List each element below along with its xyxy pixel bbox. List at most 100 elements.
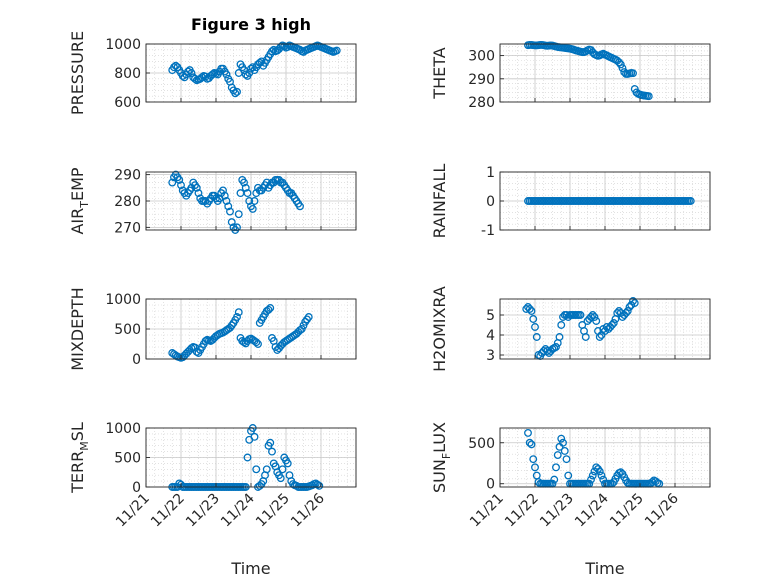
- data-point: [184, 67, 192, 76]
- y-axis-label: MIXDEPTH: [68, 287, 87, 370]
- panel-5: 0 500 1000 MIXDEPTH: [68, 287, 357, 371]
- y-tick-label: 500: [468, 436, 495, 452]
- data-point: [254, 340, 262, 348]
- data-point: [597, 471, 606, 480]
- data-point: [315, 481, 324, 490]
- data-point: [296, 202, 304, 211]
- data-point: [648, 478, 657, 487]
- data-point: [615, 58, 623, 67]
- y-axis-label: SUNFLUX: [430, 422, 453, 493]
- data-point: [543, 347, 552, 355]
- data-point: [268, 447, 276, 456]
- data-point: [557, 321, 566, 329]
- y-axis-label: RAINFALL: [430, 164, 449, 239]
- data-point: [222, 70, 231, 79]
- x-tick-label: 11/23: [537, 491, 577, 531]
- data-point: [252, 465, 261, 474]
- data-point: [194, 189, 203, 198]
- data-point: [178, 71, 187, 80]
- y-tick-label: 270: [114, 220, 141, 236]
- data-point: [266, 438, 275, 447]
- data-point: [332, 46, 341, 55]
- data-point: [241, 70, 250, 79]
- data-point: [564, 471, 573, 480]
- data-point: [224, 202, 233, 211]
- data-point: [576, 311, 585, 319]
- y-tick-label: 500: [114, 451, 141, 467]
- data-point: [622, 309, 630, 317]
- x-tick-label: 11/24: [218, 490, 258, 530]
- data-point: [581, 333, 590, 341]
- data-point: [550, 475, 559, 484]
- data-point: [231, 89, 240, 98]
- data-point: [529, 455, 538, 464]
- data-point: [590, 313, 599, 321]
- data-point: [187, 69, 196, 77]
- data-point: [531, 323, 539, 331]
- y-tick-label: 280: [468, 95, 495, 111]
- data-point: [630, 299, 639, 307]
- data-point: [262, 465, 271, 474]
- data-point: [595, 467, 604, 476]
- data-point: [588, 311, 597, 319]
- x-axis-label: Time: [230, 559, 270, 578]
- data-point: [529, 315, 538, 323]
- data-point: [266, 304, 275, 312]
- y-tick-label: 0: [132, 352, 141, 368]
- data-point: [250, 197, 259, 205]
- data-point: [268, 47, 276, 56]
- y-axis-label: TERRMSL: [68, 422, 91, 494]
- data-point: [248, 204, 257, 213]
- x-tick-label: 11/25: [253, 491, 293, 531]
- data-point: [525, 438, 534, 447]
- data-point: [233, 313, 241, 321]
- data-point: [226, 207, 234, 216]
- data-point: [531, 463, 539, 472]
- y-tick-label: -1: [481, 223, 495, 239]
- data-point: [557, 434, 566, 443]
- data-point: [613, 309, 622, 317]
- data-point: [234, 210, 243, 219]
- y-axis-label: THETA: [430, 47, 449, 99]
- data-point: [629, 69, 637, 78]
- data-point: [562, 455, 571, 464]
- x-tick-label: 11/24: [572, 490, 612, 530]
- data-point: [208, 70, 217, 79]
- data-point: [201, 72, 210, 81]
- y-tick-label: 500: [114, 322, 141, 338]
- data-point: [219, 186, 227, 195]
- y-tick-label: 300: [468, 49, 495, 65]
- data-point: [623, 307, 632, 315]
- y-axis-label: AIRTEMP: [68, 167, 91, 234]
- data-point: [559, 438, 567, 447]
- data-point: [525, 305, 534, 313]
- x-tick-label: 11/26: [642, 490, 682, 530]
- data-point: [250, 432, 259, 441]
- panel-6: 3 4 5 H2OMIXRA: [430, 286, 711, 372]
- y-tick-label: 0: [486, 194, 495, 210]
- data-point: [241, 183, 250, 192]
- y-tick-label: 280: [114, 194, 141, 210]
- y-tick-label: 3: [486, 348, 495, 364]
- y-tick-label: 1000: [105, 37, 141, 53]
- data-point: [552, 463, 560, 472]
- x-tick-label: 11/25: [607, 491, 647, 531]
- data-point: [283, 459, 292, 468]
- y-tick-label: 0: [132, 480, 141, 496]
- data-point: [527, 307, 536, 315]
- data-point: [245, 197, 254, 205]
- y-tick-label: 1: [486, 165, 495, 181]
- data-point: [278, 465, 287, 474]
- data-point: [243, 453, 252, 462]
- figure-title: Figure 3 high: [191, 15, 311, 34]
- data-point: [608, 321, 616, 329]
- data-point: [240, 178, 248, 187]
- data-point: [522, 305, 531, 313]
- data-point: [615, 307, 623, 315]
- y-tick-label: 800: [114, 66, 141, 82]
- x-tick-label: 11/21: [113, 491, 153, 531]
- data-point: [247, 64, 255, 73]
- data-point: [560, 446, 569, 455]
- data-point: [532, 333, 541, 341]
